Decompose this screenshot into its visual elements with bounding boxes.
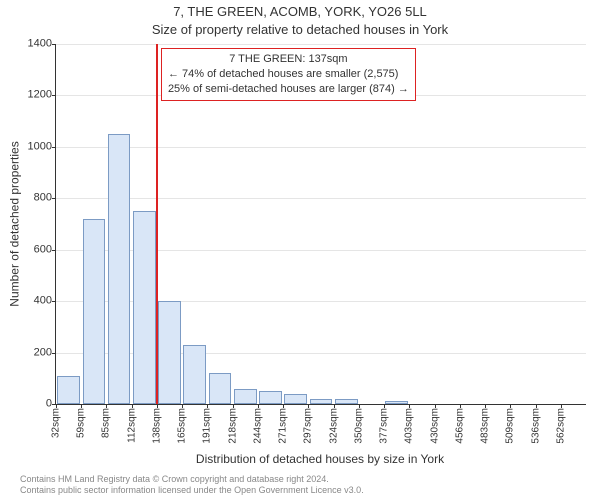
y-tick-label: 800 bbox=[18, 193, 52, 204]
y-tick-label: 1000 bbox=[18, 141, 52, 152]
x-tick-label: 85sqm bbox=[101, 408, 112, 438]
y-tick-mark bbox=[52, 95, 56, 96]
x-tick-label: 191sqm bbox=[202, 408, 213, 444]
chart-container: 7, THE GREEN, ACOMB, YORK, YO26 5LL Size… bbox=[0, 0, 600, 500]
histogram-bar bbox=[158, 301, 181, 404]
x-tick-label: 456sqm bbox=[454, 408, 465, 444]
y-tick-mark bbox=[52, 147, 56, 148]
x-tick-label: 562sqm bbox=[555, 408, 566, 444]
x-tick-label: 138sqm bbox=[151, 408, 162, 444]
x-tick-label: 536sqm bbox=[530, 408, 541, 444]
property-marker-line bbox=[156, 44, 158, 404]
y-tick-mark bbox=[52, 44, 56, 45]
x-tick-label: 297sqm bbox=[303, 408, 314, 444]
y-tick-mark bbox=[52, 250, 56, 251]
histogram-bar bbox=[133, 211, 156, 404]
y-tick-label: 400 bbox=[18, 296, 52, 307]
x-tick-label: 350sqm bbox=[353, 408, 364, 444]
x-axis-label: Distribution of detached houses by size … bbox=[55, 452, 585, 466]
property-annotation-box: 7 THE GREEN: 137sqm← 74% of detached hou… bbox=[161, 48, 416, 101]
y-tick-label: 1200 bbox=[18, 90, 52, 101]
y-tick-mark bbox=[52, 353, 56, 354]
grid-line bbox=[56, 198, 586, 199]
x-tick-label: 271sqm bbox=[278, 408, 289, 444]
histogram-bar bbox=[335, 399, 358, 404]
x-tick-label: 112sqm bbox=[126, 408, 137, 443]
histogram-bar bbox=[284, 394, 307, 404]
x-tick-label: 377sqm bbox=[379, 408, 390, 444]
y-tick-label: 1400 bbox=[18, 39, 52, 50]
grid-line bbox=[56, 44, 586, 45]
footer-line-2: Contains public sector information licen… bbox=[20, 485, 364, 496]
histogram-bar bbox=[183, 345, 206, 404]
histogram-bar bbox=[209, 373, 232, 404]
x-tick-label: 483sqm bbox=[480, 408, 491, 444]
y-tick-label: 200 bbox=[18, 347, 52, 358]
annotation-line: ← 74% of detached houses are smaller (2,… bbox=[168, 67, 409, 82]
x-tick-label: 244sqm bbox=[252, 408, 263, 444]
histogram-bar bbox=[108, 134, 131, 404]
grid-line bbox=[56, 147, 586, 148]
x-tick-label: 324sqm bbox=[328, 408, 339, 444]
histogram-bar bbox=[310, 399, 333, 404]
chart-subtitle: Size of property relative to detached ho… bbox=[0, 22, 600, 37]
x-tick-label: 403sqm bbox=[404, 408, 415, 444]
histogram-bar bbox=[83, 219, 106, 404]
footer-line-1: Contains HM Land Registry data © Crown c… bbox=[20, 474, 364, 485]
annotation-line: 25% of semi-detached houses are larger (… bbox=[168, 82, 409, 97]
histogram-bar bbox=[385, 401, 408, 404]
footer-attribution: Contains HM Land Registry data © Crown c… bbox=[20, 474, 364, 497]
x-tick-label: 430sqm bbox=[429, 408, 440, 444]
histogram-bar bbox=[234, 389, 257, 404]
annotation-line: 7 THE GREEN: 137sqm bbox=[168, 52, 409, 67]
histogram-bar bbox=[57, 376, 80, 404]
x-tick-label: 59sqm bbox=[76, 408, 87, 438]
chart-title-address: 7, THE GREEN, ACOMB, YORK, YO26 5LL bbox=[0, 4, 600, 19]
x-tick-label: 218sqm bbox=[227, 408, 238, 444]
x-tick-label: 165sqm bbox=[177, 408, 188, 444]
y-tick-label: 600 bbox=[18, 244, 52, 255]
plot-area: 020040060080010001200140032sqm59sqm85sqm… bbox=[55, 44, 586, 405]
y-tick-label: 0 bbox=[18, 399, 52, 410]
y-tick-mark bbox=[52, 301, 56, 302]
x-tick-label: 32sqm bbox=[51, 408, 62, 438]
x-tick-label: 509sqm bbox=[505, 408, 516, 444]
histogram-bar bbox=[259, 391, 282, 404]
y-tick-mark bbox=[52, 198, 56, 199]
